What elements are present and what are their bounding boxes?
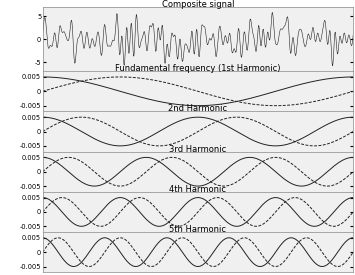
- Title: Composite signal: Composite signal: [162, 0, 234, 9]
- Title: Fundamental frequency (1st Harmonic): Fundamental frequency (1st Harmonic): [115, 64, 281, 73]
- Title: 2nd Harmonic: 2nd Harmonic: [168, 104, 228, 113]
- Title: 5th Harmonic: 5th Harmonic: [169, 225, 226, 234]
- Title: 4th Harmonic: 4th Harmonic: [169, 185, 226, 194]
- Title: 3rd Harmonic: 3rd Harmonic: [169, 145, 226, 154]
